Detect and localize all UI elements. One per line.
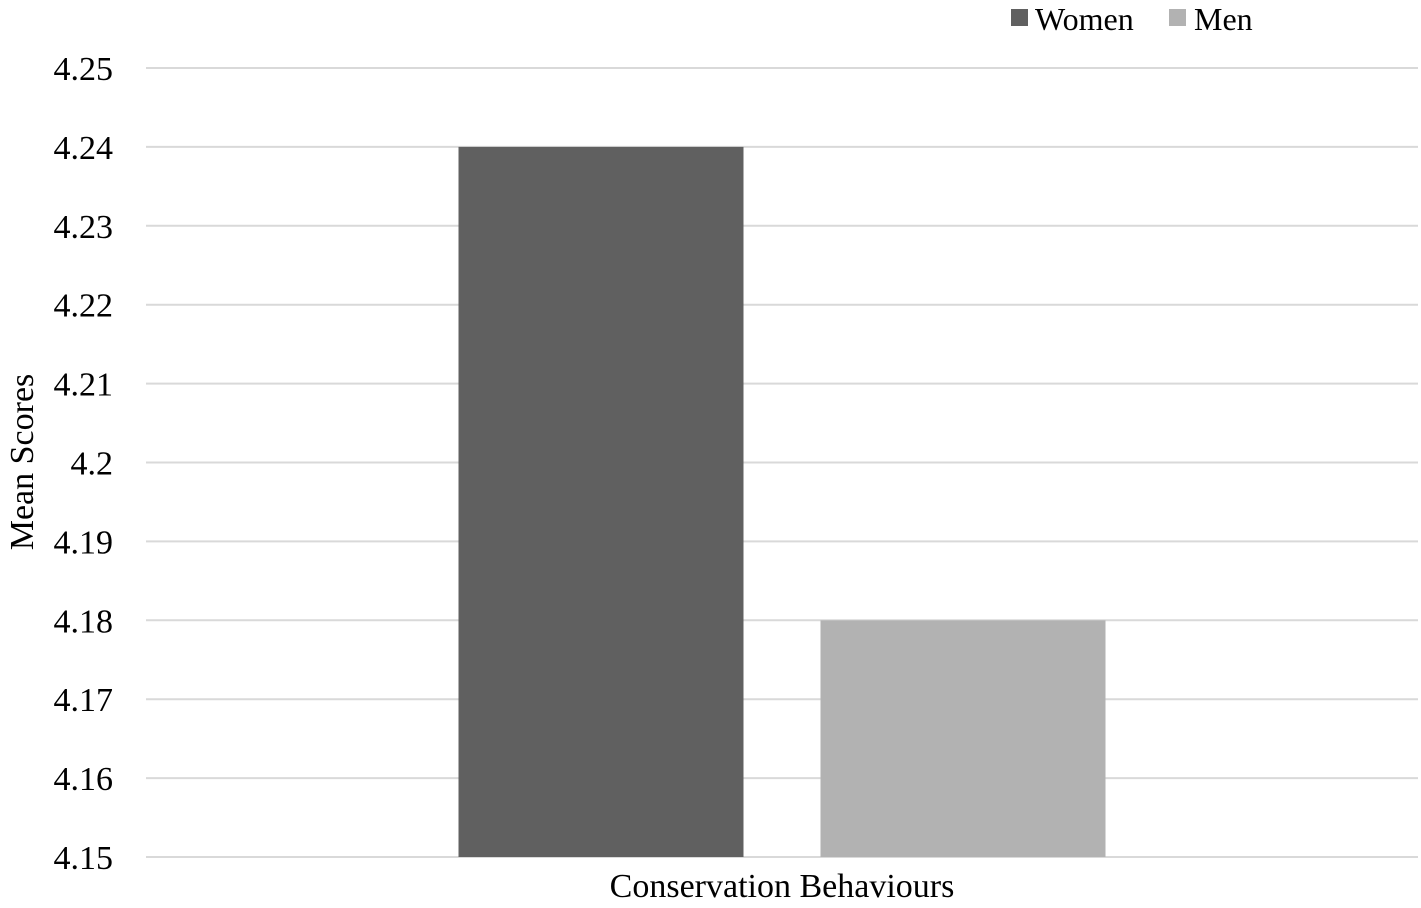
y-axis-label: Mean Scores	[4, 374, 41, 551]
y-tick-label: 4.25	[54, 51, 114, 88]
legend-label-women: Women	[1035, 1, 1134, 37]
y-tick-label: 4.2	[71, 446, 114, 483]
legend: Women Men	[1011, 1, 1253, 37]
bar-women	[458, 146, 744, 857]
legend-swatch-women	[1011, 9, 1028, 26]
bar-men	[820, 620, 1106, 857]
y-tick-label: 4.24	[54, 130, 114, 167]
y-tick-label: 4.19	[54, 524, 114, 561]
legend-item-women: Women	[1011, 1, 1134, 37]
gridlines	[146, 67, 1418, 858]
y-tick-label: 4.18	[54, 603, 114, 640]
y-axis-ticks: 4.15 4.16 4.17 4.18 4.19 4.2 4.21 4.22 4.23 4.24 4…	[54, 51, 114, 877]
bars	[458, 146, 1106, 857]
legend-label-men: Men	[1194, 1, 1253, 37]
y-tick-label: 4.21	[54, 367, 114, 404]
y-tick-label: 4.17	[54, 682, 114, 719]
y-tick-label: 4.15	[54, 840, 114, 877]
x-axis-category-label: Conservation Behaviours	[610, 868, 955, 905]
legend-item-men: Men	[1169, 1, 1253, 37]
legend-swatch-men	[1169, 9, 1186, 26]
y-tick-label: 4.22	[54, 288, 114, 325]
y-tick-label: 4.23	[54, 209, 114, 246]
y-tick-label: 4.16	[54, 761, 114, 798]
